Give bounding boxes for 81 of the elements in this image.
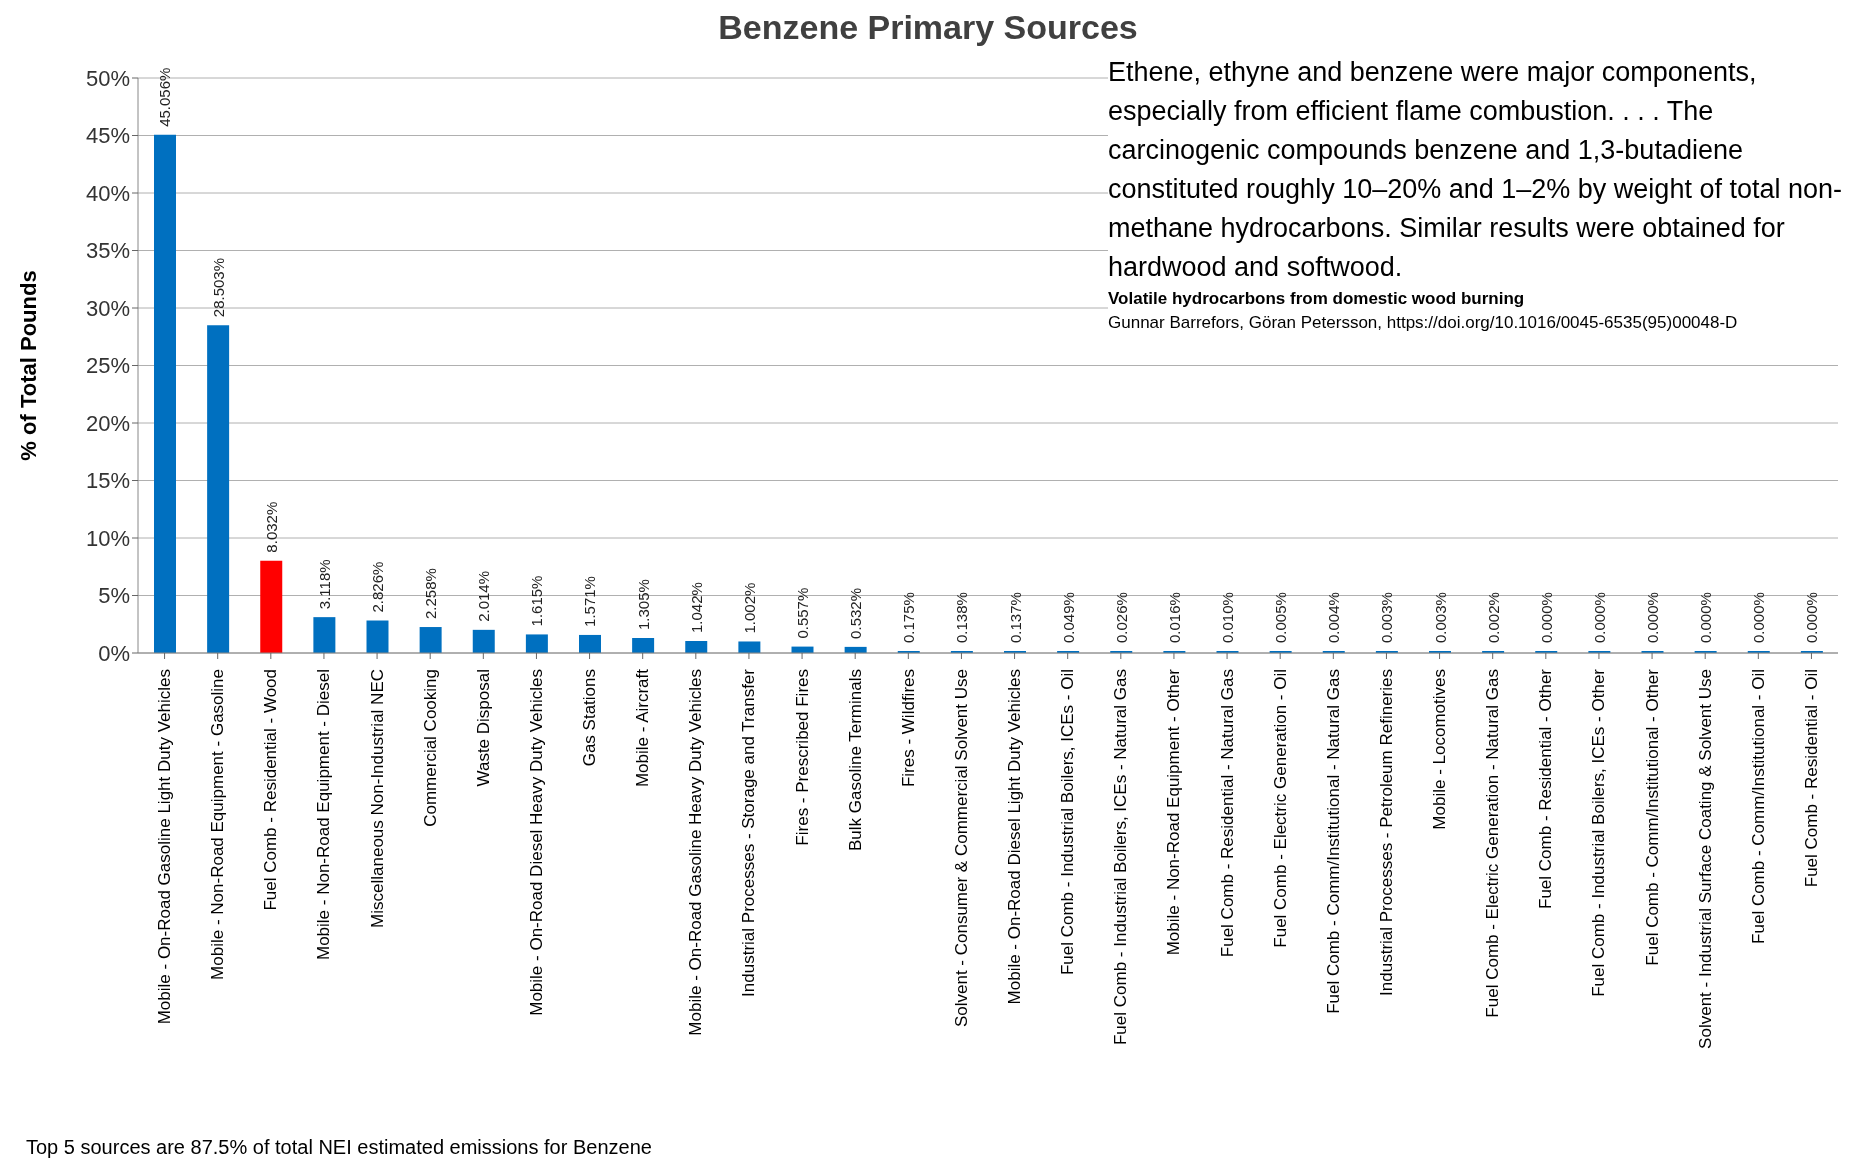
data-label: 45.056%: [156, 67, 174, 127]
y-tick-label: 40%: [85, 180, 130, 206]
data-label: 0.000%: [1750, 592, 1768, 643]
data-label: 2.826%: [369, 561, 386, 613]
x-tick-label: Fuel Comb - Comm/Institutional - Other: [1642, 668, 1662, 966]
y-tick-label: 0%: [98, 640, 130, 666]
y-tick-label: 35%: [85, 238, 130, 264]
y-tick-label: 45%: [85, 123, 130, 149]
data-label: 0.000%: [1803, 592, 1821, 643]
chart-title: Benzene Primary Sources: [717, 8, 1139, 47]
y-tick-label: 5%: [98, 583, 130, 609]
y-tick-label: 20%: [85, 410, 130, 436]
x-tick-label: Mobile - On-Road Diesel Light Duty Vehicles: [1005, 669, 1025, 1005]
x-tick-label: Fuel Comb - Residential - Wood: [261, 669, 281, 911]
data-label: 1.615%: [528, 575, 546, 627]
y-tick-label: 10%: [85, 525, 130, 551]
data-label: 0.016%: [1165, 592, 1183, 643]
x-tick-label: Fuel Comb - Industrial Boilers, ICEs - Natural Gas: [1111, 669, 1131, 1046]
data-label: 1.002%: [740, 582, 758, 634]
data-label: 0.532%: [847, 588, 865, 639]
text: Top 5 sources are 87.5% of total NEI estimated emissions for Benzene: [26, 1136, 652, 1159]
x-tick-label: Miscellaneous Non-Industrial NEC: [367, 669, 387, 928]
x-tick-label: Fuel Comb - Residential - Other: [1536, 668, 1556, 909]
data-label: 2.258%: [422, 568, 440, 620]
x-tick-label: Solvent - Industrial Surface Coating & Solvent Use: [1695, 669, 1715, 1049]
data-label: 0.175%: [900, 592, 918, 643]
x-tick-label: Fuel Comb - Industrial Boilers, ICEs - Oil: [1058, 669, 1078, 976]
data-label: 0.000%: [1644, 592, 1661, 643]
x-tick-label: Mobile - On-Road Diesel Heavy Duty Vehicles: [526, 669, 546, 1016]
data-label: 0.003%: [1378, 592, 1396, 643]
data-label: 1.042%: [687, 582, 705, 634]
data-label: 0.010%: [1219, 592, 1236, 643]
y-tick-label: 50%: [85, 65, 130, 91]
x-tick-label: Mobile - On-Road Gasoline Light Duty Vehicles: [155, 669, 175, 1025]
x-tick-label: Waste Disposal: [473, 669, 493, 787]
annotation: Gunnar Barrefors, Göran Petersson, https://doi.org/10.1016/0045-6535(95)00048-D: [1108, 312, 1739, 334]
data-label: 0.004%: [1325, 592, 1343, 643]
x-tick-label: Fuel Comb - Industrial Boilers, ICEs - Other: [1589, 668, 1609, 997]
y-tick-label: 25%: [85, 353, 130, 379]
data-label: 1.305%: [634, 579, 652, 630]
x-tick-label: Fuel Comb - Electric Generation - Oil: [1270, 669, 1290, 948]
x-tick-label: Gas Stations: [580, 669, 600, 767]
data-label: 0.557%: [794, 587, 811, 639]
data-label: 0.005%: [1272, 592, 1290, 643]
x-tick-label: Commercial Cooking: [420, 669, 440, 827]
data-label: 1.571%: [581, 576, 599, 627]
x-tick-label: Mobile - Non-Road Equipment - Other: [1164, 668, 1184, 956]
data-label: 0.000%: [1537, 592, 1555, 643]
y-axis-title: % of Total Pounds: [15, 270, 41, 461]
x-tick-label: Fires - Wildfires: [898, 669, 918, 788]
data-label: 0.000%: [1697, 592, 1715, 643]
y-tick-label: 15%: [85, 468, 130, 494]
x-tick-label: Fires - Prescribed Fires: [792, 669, 812, 846]
y-tick-label: 30%: [85, 295, 130, 321]
data-label: 0.137%: [1006, 592, 1024, 643]
data-label: 0.000%: [1590, 592, 1608, 643]
data-label: 2.014%: [475, 570, 493, 622]
x-tick-label: Mobile - Aircraft: [633, 668, 653, 788]
x-tick-label: Fuel Comb - Residential - Natural Gas: [1217, 669, 1237, 958]
annotation: Ethene, ethyne and benzene were major components, especially from efficient flame combustion. . . . The carcinogenic compounds benzene and 1,3-butadiene constituted roughly 10–20% and 1–2% by weight of total non-methane hydrocarbons. Similar results were obtained for hardwood and softwood.: [1108, 56, 1843, 284]
x-tick-label: Fuel Comb - Comm/Institutional - Natural Gas: [1323, 669, 1343, 1014]
data-label: 28.503%: [209, 258, 227, 318]
x-tick-label: Fuel Comb - Residential - Oil: [1801, 669, 1821, 888]
x-tick-label: Mobile - On-Road Gasoline Heavy Duty Vehicles: [686, 669, 706, 1036]
x-tick-label: Mobile - Locomotives: [1430, 669, 1450, 830]
x-tick-label: Bulk Gasoline Terminals: [845, 669, 865, 852]
x-tick-label: Mobile - Non-Road Equipment - Diesel: [314, 669, 334, 961]
x-tick-label: Industrial Processes - Petroleum Refineries: [1376, 669, 1396, 996]
data-label: 3.118%: [315, 559, 333, 610]
annotation: Volatile hydrocarbons from domestic wood burning: [1108, 288, 1526, 310]
data-label: 0.002%: [1484, 592, 1502, 643]
data-label: 0.026%: [1112, 592, 1130, 643]
x-tick-label: Fuel Comb - Comm/Institutional - Oil: [1748, 669, 1768, 944]
x-tick-label: Industrial Processes - Storage and Transfer: [739, 668, 759, 997]
data-label: 0.003%: [1431, 592, 1449, 643]
x-tick-label: Fuel Comb - Electric Generation - Natural Gas: [1483, 669, 1503, 1018]
x-tick-label: Solvent - Consumer & Commercial Solvent Use: [951, 669, 971, 1028]
data-label: 8.032%: [262, 501, 280, 553]
data-label: 0.049%: [1059, 592, 1077, 643]
data-label: 0.138%: [953, 592, 971, 643]
x-tick-label: Mobile - Non-Road Equipment - Gasoline: [208, 669, 228, 980]
